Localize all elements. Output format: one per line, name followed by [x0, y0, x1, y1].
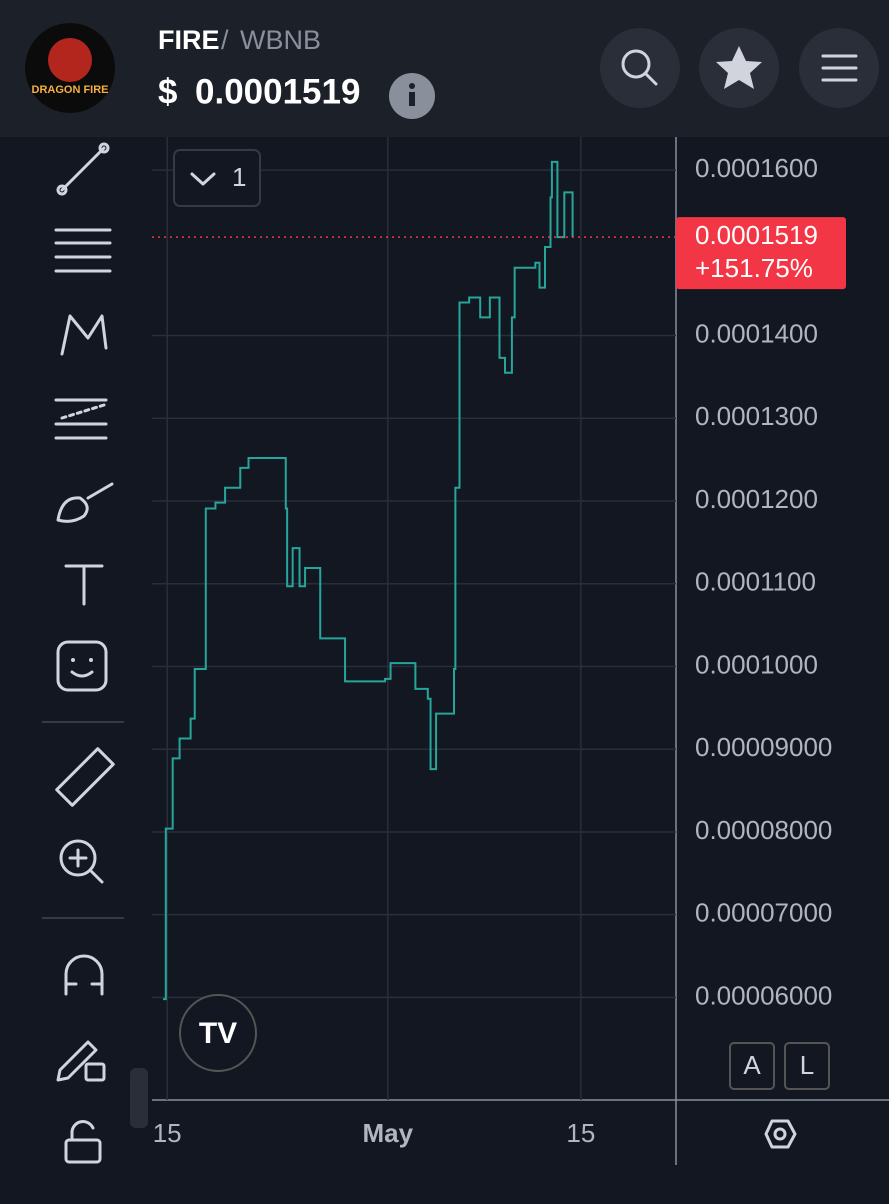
svg-text:TV: TV [199, 1017, 237, 1050]
x-tick-label: May [363, 1118, 414, 1148]
scale-button-label: L [800, 1050, 814, 1080]
y-tick-label: 0.0001300 [695, 401, 818, 431]
y-tick-label: 0.00006000 [695, 980, 832, 1010]
y-tick-label: 0.00009000 [695, 732, 832, 762]
info-button[interactable] [389, 73, 435, 119]
y-tick-label: 0.0001600 [695, 153, 818, 183]
chart-bg [0, 137, 889, 1199]
y-tick-label: 0.0001100 [695, 567, 816, 597]
current-price-badge [676, 217, 846, 290]
ruler-tool[interactable] [55, 747, 115, 807]
x-tick-label: 15 [153, 1118, 182, 1148]
tradingview-logo[interactable]: TV [179, 994, 257, 1072]
trend-line-tool[interactable] [56, 142, 110, 196]
y-tick-label: 0.0001400 [695, 318, 818, 348]
brush-tool[interactable] [56, 482, 114, 523]
fib-tool[interactable] [54, 228, 112, 273]
search-button[interactable] [600, 28, 680, 108]
text-tool[interactable] [64, 564, 104, 606]
change-label: +151.75% [695, 253, 813, 283]
forecast-tool[interactable] [54, 398, 108, 440]
scale-button[interactable] [784, 1042, 830, 1090]
lock-drawings-tool[interactable] [56, 1040, 106, 1082]
interval-label: 1 [232, 162, 246, 192]
y-tick-label: 0.00008000 [695, 815, 832, 845]
toolbar [42, 142, 148, 1164]
y-tick-label: 0.00007000 [695, 898, 832, 928]
pair-separator: / [221, 25, 229, 55]
pattern-tool[interactable] [60, 314, 108, 356]
favorite-button[interactable] [699, 28, 779, 108]
scale-button-label: A [743, 1050, 761, 1080]
logo-text: DRAGON FIRE [32, 84, 109, 96]
price-line [163, 160, 574, 1001]
x-tick-label: 15 [566, 1118, 595, 1148]
unlock-tool[interactable] [64, 1120, 102, 1164]
currency: $ [158, 72, 177, 111]
base-symbol: FIRE [158, 25, 220, 55]
quote-symbol: WBNB [240, 25, 321, 55]
magnet-tool[interactable] [64, 954, 104, 996]
scale-button[interactable] [729, 1042, 775, 1090]
price: 0.0001519 [195, 72, 360, 111]
current-price-label: 0.0001519 [695, 220, 818, 250]
logo-dragon [48, 38, 92, 82]
interval-button[interactable]: 1 [173, 149, 261, 207]
settings-button[interactable] [764, 1119, 797, 1149]
toolbar-scroll[interactable] [130, 1068, 148, 1128]
y-tick-label: 0.0001000 [695, 649, 818, 679]
y-tick-label: 0.0001200 [695, 484, 818, 514]
zoom-tool[interactable] [59, 839, 104, 884]
note-tool[interactable] [56, 640, 108, 692]
menu-button[interactable] [799, 28, 879, 108]
plot [163, 160, 574, 1001]
